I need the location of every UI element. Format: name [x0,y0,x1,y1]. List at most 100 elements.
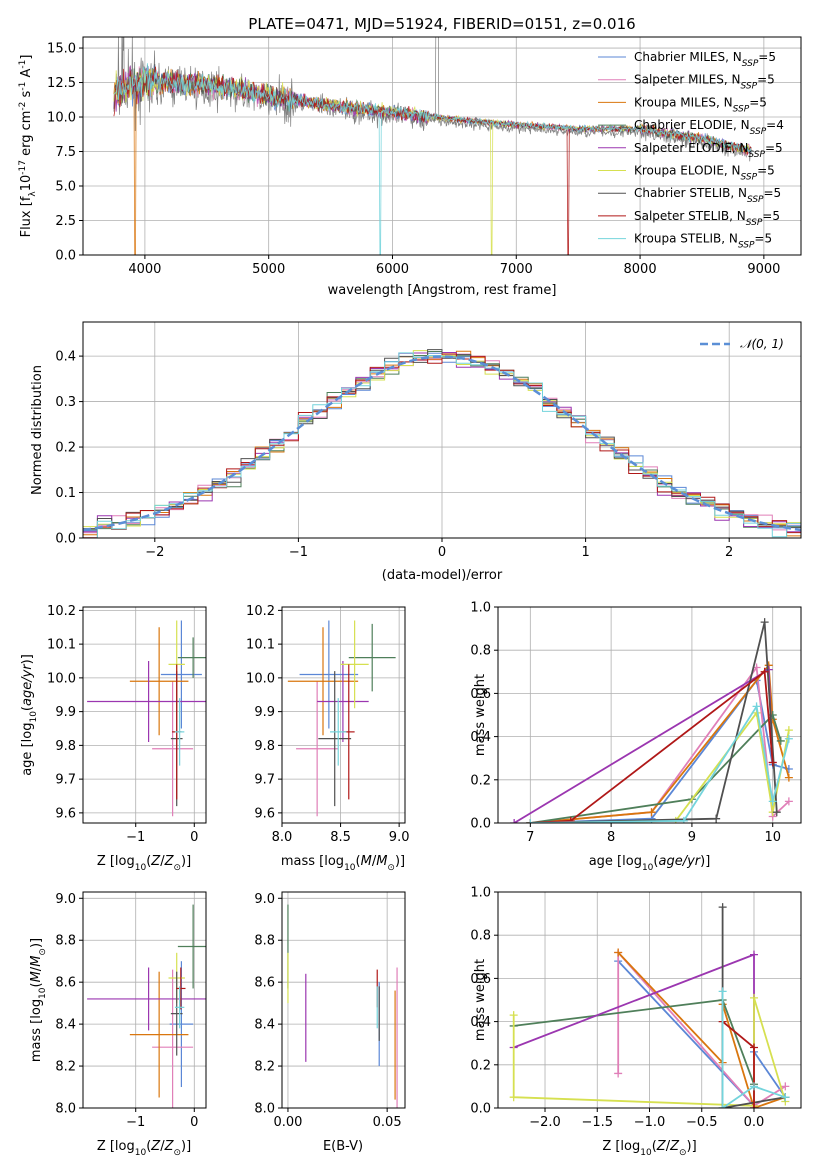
x-axis-label: E(B-V) [323,1139,363,1154]
model-spectrum-line [113,63,752,255]
y-tick-label: 9.6 [254,806,275,821]
plot-area [287,904,398,1108]
plot-area [287,620,396,817]
y-tick-label: 8.8 [254,934,275,949]
weight-line [530,713,782,823]
weight-line [530,710,790,823]
y-tick-label: 8.0 [254,1102,275,1117]
y-tick-label: 10.0 [246,671,275,686]
y-tick-label: 0.6 [470,972,491,987]
weight-vs-metallicity-panel: −2.0 −1.5 −1.0 −0.5 0.0 0.0 0.2 0.4 0.6 0.8 1.0 mas… [470,886,802,1158]
legend-label: Salpeter STELIB, NSSP=5 [634,209,780,228]
axes-frame [82,36,802,256]
x-tick-label: 10 [764,830,781,845]
x-tick-label: 6000 [376,262,409,277]
x-tick-label: 8000 [624,262,657,277]
x-tick-label: 0.00 [273,1115,302,1130]
spectrum-panel: 4000 5000 6000 7000 8000 9000 0.0 2.5 5.0 7.5 10.0… [18,36,802,298]
y-tick-label: 0.1 [55,486,76,501]
weight-marker [718,987,727,996]
weight-marker [647,808,656,817]
y-tick-label: 9.7 [55,773,76,788]
weight-marker [749,1104,758,1108]
weight-marker [614,1069,623,1078]
weight-marker [566,816,575,823]
x-tick-label: 8.0 [272,830,293,845]
x-tick-label: 9.0 [389,830,410,845]
x-tick-label: −1 [126,1115,145,1130]
x-tick-label: 0.05 [373,1115,402,1130]
y-tick-label: 10.1 [246,638,275,653]
y-tick-label: 10.2 [246,604,275,619]
y-tick-label: 0.2 [470,1058,491,1073]
weight-marker [760,667,769,676]
x-axis-label: (data-model)/error [382,568,503,583]
mass-vs-metallicity-panel: −1 0 8.0 8.2 8.4 8.6 8.8 9.0 Z [log10(Z/Z⊙)] mass… [29,891,207,1158]
y-tick-label: 0.3 [55,395,76,410]
weight-marker [614,948,623,957]
axes-frame [497,606,802,824]
y-axis-label: mass [log10(M/M⊙)] [29,938,48,1062]
weight-marker [749,950,758,959]
x-tick-label: −1.0 [634,1115,666,1130]
weight-line [513,999,755,1085]
y-tick-label: 9.0 [55,892,76,907]
plot-area [113,37,752,255]
weight-marker [718,903,727,912]
grid [282,892,405,1109]
x-tick-label: −1 [126,830,145,845]
y-tick-label: 1.0 [470,886,491,901]
legend: Chabrier MILES, NSSP=5 Salpeter MILES, NS… [598,50,784,251]
weight-marker [526,819,535,823]
y-tick-label: 8.2 [254,1060,275,1075]
x-tick-label: 7000 [500,262,533,277]
y-tick-label: 0.0 [470,1102,491,1117]
residuals-panel: −2 −1 0 1 2 0.0 0.1 0.2 0.3 0.4 𝒩(0, 1) (data-model… [30,321,802,583]
y-tick-label: 9.9 [55,705,76,720]
grid [83,607,206,823]
y-tick-label: 12.5 [47,76,76,91]
x-tick-label: 0 [190,1115,198,1130]
y-tick-label: 0.6 [470,687,491,702]
y-tick-label: 10.1 [47,638,76,653]
y-tick-label: 9.9 [254,705,275,720]
mass-vs-extinction-panel: 0.00 0.05 8.0 8.2 8.4 8.6 8.8 9.0 E(B-V) [254,891,406,1154]
x-tick-label: −0.5 [686,1115,718,1130]
y-tick-label: 8.4 [55,1018,76,1033]
weight-line [721,907,786,1108]
residual-histogram [83,353,801,538]
age-vs-metallicity-panel: −1 0 9.6 9.7 9.8 9.9 10.0 10.1 10.2 Z [log10(Z/Z⊙… [20,604,207,873]
x-tick-label: 5000 [252,262,285,277]
y-tick-label: 0.0 [55,249,76,264]
x-tick-label: 4000 [128,262,161,277]
y-tick-label: 9.0 [254,892,275,907]
y-tick-label: 10.2 [47,604,76,619]
legend-label: 𝒩(0, 1) [740,337,784,351]
legend-label: Salpeter MILES, NSSP=5 [634,73,775,92]
y-tick-label: 5.0 [55,180,76,195]
plot-area [87,620,206,817]
x-tick-label: −2.0 [529,1115,561,1130]
weight-line [530,621,778,823]
x-axis-label: Z [log10(Z/Z⊙)] [97,1139,191,1158]
weight-line [530,662,790,823]
y-tick-label: 2.5 [55,214,76,229]
weight-line [530,665,790,823]
weight-marker [749,993,758,1002]
axes-frame [497,891,802,1109]
weight-line [530,670,774,823]
y-tick-label: 9.8 [55,739,76,754]
weight-line [721,991,786,1108]
y-axis-label: age [log10(age/yr)] [20,654,39,776]
weight-vs-age-panel: 7 8 9 10 0.0 0.2 0.4 0.6 0.8 1.0 mass weight age [l… [470,601,802,873]
y-tick-label: 9.6 [55,806,76,821]
weight-marker [679,816,688,823]
x-tick-label: 2 [725,545,733,560]
x-tick-label: 8 [607,830,615,845]
residual-histogram [83,352,801,538]
legend-label: Kroupa ELODIE, NSSP=5 [634,164,775,183]
x-tick-label: 1 [581,545,589,560]
x-tick-label: 9000 [747,262,780,277]
weight-marker [776,736,785,745]
